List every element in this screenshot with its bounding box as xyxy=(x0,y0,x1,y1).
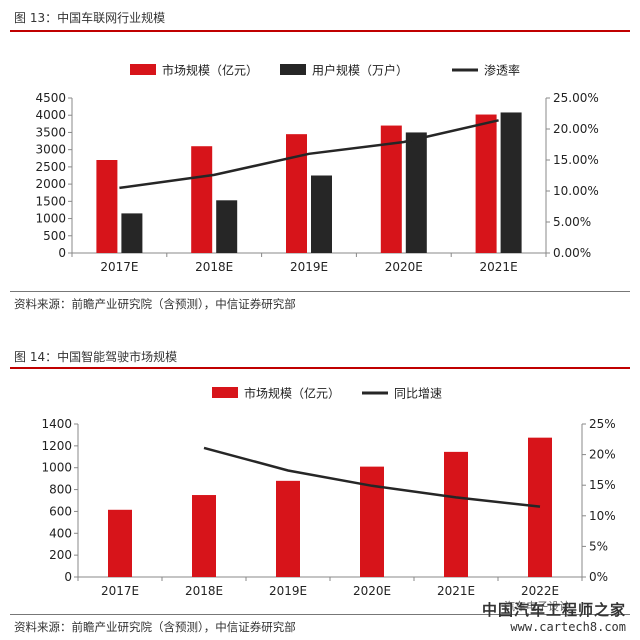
legend-label: 渗透率 xyxy=(484,63,520,78)
fig14-source-rule xyxy=(10,614,630,615)
watermark-line1: 中国汽车工程师之家 xyxy=(481,601,626,619)
x-tick-label: 2017E xyxy=(101,584,139,598)
right-tick-label: 10% xyxy=(589,509,616,523)
left-tick-label: 0 xyxy=(58,246,66,260)
left-tick-label: 2000 xyxy=(35,177,66,191)
line-series xyxy=(119,119,499,190)
fig13-source: 资料来源：前瞻产业研究院（含预测），中信证券研究部 xyxy=(14,297,296,311)
left-tick-label: 0 xyxy=(64,570,72,584)
bar-market-size xyxy=(192,495,216,577)
left-tick-label: 600 xyxy=(49,504,72,518)
left-tick-label: 200 xyxy=(49,548,72,562)
watermark-line2: www.cartech8.com xyxy=(510,620,626,634)
right-tick-label: 0% xyxy=(589,570,608,584)
right-tick-label: 15.00% xyxy=(553,153,599,167)
legend-swatch xyxy=(130,64,156,75)
x-tick-label: 2021E xyxy=(437,584,475,598)
left-tick-label: 800 xyxy=(49,483,72,497)
x-tick-label: 2018E xyxy=(185,584,223,598)
right-tick-label: 5% xyxy=(589,539,608,553)
fig13-chart: 0 500 1000 1500 2000 2500 3000 3500 4000 4500 0.00… xyxy=(35,63,599,275)
right-tick-label: 20.00% xyxy=(553,122,599,136)
right-tick-label: 25.00% xyxy=(553,91,599,105)
bar-market-size xyxy=(276,480,300,577)
bar-market-size xyxy=(96,160,118,253)
legend-label: 市场规模（亿元） xyxy=(244,386,340,401)
fig14-chart: 0 200 400 600 800 1000 1200 1400 0% 5% 10% 15% 20% 25… xyxy=(41,386,616,599)
x-tick-label: 2019E xyxy=(269,584,307,598)
fig13-title-rule xyxy=(10,30,630,32)
bar-market-size xyxy=(286,134,307,253)
bar-user-size xyxy=(500,112,522,253)
right-tick-label: 10.00% xyxy=(553,184,599,198)
left-tick-label: 4500 xyxy=(35,91,66,105)
watermark-badge: 汽车电子设计 xyxy=(504,600,570,613)
fig14-title: 图 14：中国智能驾驶市场规模 xyxy=(14,350,178,364)
bar-market-size xyxy=(528,437,552,577)
left-tick-label: 1400 xyxy=(41,417,72,431)
legend-swatch xyxy=(280,64,306,75)
bar-market-size xyxy=(444,451,468,577)
left-tick-label: 1500 xyxy=(35,194,66,208)
right-tick-label: 15% xyxy=(589,478,616,492)
legend-label: 用户规模（万户） xyxy=(312,63,408,78)
bar-user-size xyxy=(311,175,332,253)
legend-label: 同比增速 xyxy=(394,387,442,401)
bar-user-size xyxy=(405,132,427,253)
left-tick-label: 4000 xyxy=(35,108,66,122)
left-tick-label: 1000 xyxy=(41,461,72,475)
right-tick-label: 5.00% xyxy=(553,215,591,229)
fig13-title: 图 13：中国车联网行业规模 xyxy=(14,11,166,25)
bar-market-size xyxy=(108,509,132,577)
x-tick-label: 2022E xyxy=(521,584,559,598)
x-tick-label: 2018E xyxy=(195,260,233,274)
left-tick-label: 3500 xyxy=(35,125,66,139)
right-tick-label: 0.00% xyxy=(553,246,591,260)
right-tick-label: 20% xyxy=(589,448,616,462)
left-tick-label: 2500 xyxy=(35,160,66,174)
legend-swatch xyxy=(212,387,238,398)
left-tick-label: 500 xyxy=(43,229,66,243)
left-tick-label: 1200 xyxy=(41,439,72,453)
bar-market-size xyxy=(191,146,213,253)
fig14-source: 资料来源：前瞻产业研究院（含预测），中信证券研究部 xyxy=(14,620,296,634)
bar-market-size xyxy=(380,125,402,253)
left-tick-label: 3000 xyxy=(35,143,66,157)
x-tick-label: 2017E xyxy=(100,260,138,274)
fig13-source-rule xyxy=(10,291,630,292)
x-tick-label: 2020E xyxy=(353,584,391,598)
left-tick-label: 400 xyxy=(49,526,72,540)
line-series xyxy=(203,446,541,508)
legend-label: 市场规模（亿元） xyxy=(162,63,258,78)
bar-market-size xyxy=(475,114,497,254)
x-tick-label: 2019E xyxy=(290,260,328,274)
right-tick-label: 25% xyxy=(589,417,616,431)
x-tick-label: 2020E xyxy=(385,260,423,274)
left-tick-label: 1000 xyxy=(35,212,66,226)
fig14-title-rule xyxy=(10,367,630,369)
bar-user-size xyxy=(216,200,238,253)
x-tick-label: 2021E xyxy=(480,260,518,274)
watermark: 中国汽车工程师之家 www.cartech8.com xyxy=(482,599,626,634)
bar-user-size xyxy=(121,213,143,253)
